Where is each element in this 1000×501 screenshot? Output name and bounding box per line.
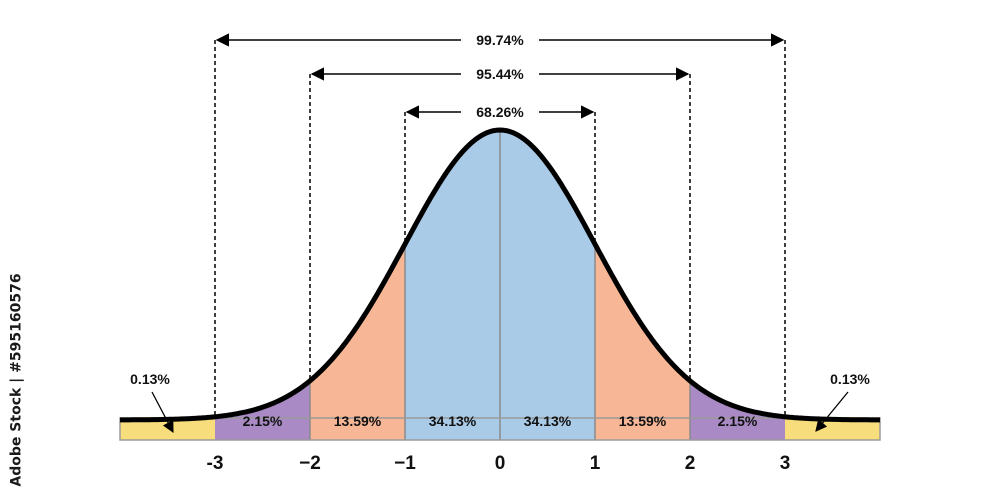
axis-tick-label-6: 2: [685, 453, 696, 474]
region-label-6: 2.15%: [718, 413, 758, 429]
span-label-2: 95.44%: [476, 66, 524, 82]
stock-watermark-text: Adobe Stock | #595160576: [9, 273, 26, 487]
region-fill-6: [690, 380, 785, 440]
axis-tick-label-7: 3: [780, 453, 791, 474]
axis-tick-label-1: -3: [207, 453, 224, 474]
region-label-3: 34.13%: [429, 413, 477, 429]
stock-watermark-id: Adobe Stock | #595160576: [6, 265, 28, 495]
region-label-1: 2.15%: [243, 413, 283, 429]
left-tail-label: 0.13%: [130, 371, 170, 387]
left-tail-pointer: [151, 391, 174, 434]
axis-tick-label-2: −2: [299, 453, 321, 474]
span-label-3: 99.74%: [476, 32, 524, 48]
axis-tick-label-5: 1: [590, 453, 601, 474]
axis-tick-label-3: −1: [394, 453, 416, 474]
right-tail-label: 0.13%: [830, 371, 870, 387]
region-fill-3: [405, 130, 500, 440]
region-fill-4: [500, 130, 595, 440]
region-fill-5: [595, 244, 690, 440]
region-label-4: 34.13%: [524, 413, 572, 429]
baseline-bar: [119, 417, 881, 441]
bell-curve: [119, 127, 881, 423]
right-tail-pointer: [815, 391, 849, 432]
region-label-2: 13.59%: [334, 413, 382, 429]
region-fill-1: [215, 380, 310, 440]
right-tail-fill: [785, 416, 880, 440]
region-fill-2: [310, 244, 405, 440]
axis-tick-label-4: 0: [495, 453, 506, 474]
region-label-5: 13.59%: [619, 413, 667, 429]
span-label-1: 68.26%: [476, 104, 524, 120]
